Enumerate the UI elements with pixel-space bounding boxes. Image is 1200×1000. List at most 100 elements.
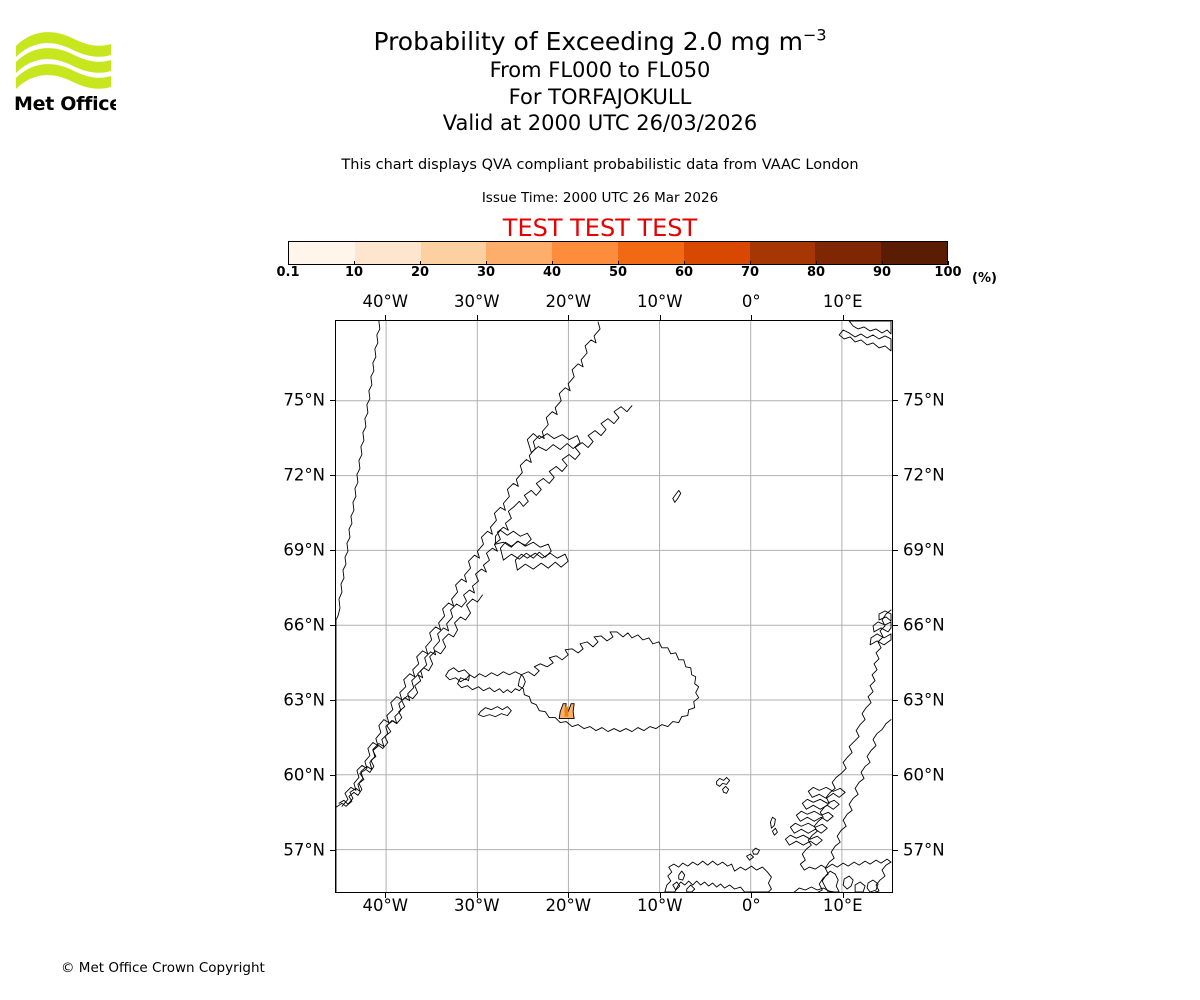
colorbar-tickmark — [420, 261, 421, 265]
lat-label-left-69°N: 69°N — [283, 540, 325, 560]
tickmark-lat-right — [893, 475, 898, 477]
met-office-logo: Met Office — [12, 22, 116, 114]
colorbar-tick-80: 80 — [806, 265, 826, 280]
colorbar-tickmark — [552, 261, 553, 265]
page-title-text: Probability of Exceeding 2.0 mg m — [373, 27, 803, 56]
tickmark-lat-right — [893, 400, 898, 402]
test-banner: TEST TEST TEST — [502, 214, 698, 242]
lon-label-bottom-30°W: 30°W — [454, 896, 500, 915]
tickmark-lat-left — [330, 625, 335, 627]
map-gridlines — [336, 321, 892, 892]
copyright-footer: © Met Office Crown Copyright — [61, 960, 265, 976]
tickmark-lat-left — [330, 475, 335, 477]
lon-label-top-10°E: 10°E — [822, 292, 863, 311]
map-panel[interactable] — [335, 320, 893, 893]
tickmark-lon-bottom — [751, 893, 753, 898]
colorbar-tick-40: 40 — [542, 265, 562, 280]
lat-label-right-60°N: 60°N — [903, 765, 945, 785]
ash-plume-contour — [558, 703, 575, 720]
colorbar-tick-90: 90 — [872, 265, 892, 280]
tickmark-lat-right — [893, 850, 898, 852]
colorbar-tick-50: 50 — [608, 265, 628, 280]
tickmark-lat-right — [893, 625, 898, 627]
colorbar-tick-30: 30 — [476, 265, 496, 280]
lat-label-right-63°N: 63°N — [903, 690, 945, 710]
colorbar-segment-70-80 — [749, 242, 816, 264]
lon-label-top-40°W: 40°W — [362, 292, 409, 311]
lat-label-left-63°N: 63°N — [283, 690, 325, 710]
lat-label-right-66°N: 66°N — [903, 615, 945, 635]
colorbar-tick-labels: 0.1 10 20 30 40 50 60 70 80 90 100 — [276, 261, 962, 285]
issue-time-label: Issue Time: 2000 UTC 26 Mar 2026 — [481, 190, 719, 206]
tickmark-lon-bottom — [476, 893, 478, 898]
met-office-logo-text: Met Office — [14, 93, 116, 114]
lon-label-top-0°: 0° — [741, 292, 761, 311]
colorbar-tickmark — [882, 261, 883, 265]
met-office-logo-graphic: Met Office — [14, 32, 116, 114]
tickmark-lon-top — [385, 315, 387, 320]
tickmark-lat-left — [330, 775, 335, 777]
colorbar-tickmark — [816, 261, 817, 265]
tickmark-lon-top — [476, 315, 478, 320]
colorbar-segment-50-60 — [617, 242, 684, 264]
tickmark-lon-top — [568, 315, 570, 320]
colorbar-tick-100: 100 — [934, 265, 962, 280]
colorbar-tick-70: 70 — [740, 265, 760, 280]
tickmark-lat-left — [330, 850, 335, 852]
colorbar-tickmark — [750, 261, 751, 265]
colorbar-tick-0.1: 0.1 — [276, 265, 300, 280]
colorbar-segment-80-90 — [815, 242, 882, 264]
colorbar-tick-10: 10 — [344, 265, 364, 280]
colorbar-segment-20-30 — [420, 242, 487, 264]
colorbar-tickmark — [618, 261, 619, 265]
tickmark-lat-left — [330, 400, 335, 402]
tickmark-lat-left — [330, 550, 335, 552]
tickmark-lon-bottom — [842, 893, 844, 898]
colorbar-tickmark — [684, 261, 685, 265]
lon-label-bottom-40°W: 40°W — [362, 896, 409, 915]
qva-compliance-note: This chart displays QVA compliant probab… — [341, 157, 859, 173]
colorbar-unit-label: (%) — [972, 271, 997, 286]
tickmark-lon-bottom — [659, 893, 661, 898]
colorbar-tickmark — [948, 261, 949, 265]
lon-label-bottom-10°E: 10°E — [822, 896, 863, 915]
lon-label-bottom-0°: 0° — [741, 896, 761, 915]
tickmark-lat-left — [330, 700, 335, 702]
tickmark-lon-bottom — [568, 893, 570, 898]
colorbar-tickmark — [288, 261, 289, 265]
tickmark-lat-right — [893, 700, 898, 702]
tickmark-lat-right — [893, 550, 898, 552]
lat-label-right-72°N: 72°N — [903, 465, 945, 485]
map-coastlines — [336, 321, 892, 892]
tickmark-lat-right — [893, 775, 898, 777]
lat-label-right-75°N: 75°N — [903, 390, 945, 410]
lat-label-right-69°N: 69°N — [903, 540, 945, 560]
colorbar-segment-40-50 — [552, 242, 618, 264]
lon-label-bottom-10°W: 10°W — [636, 896, 683, 915]
map-canvas[interactable] — [336, 321, 892, 892]
tickmark-lon-top — [659, 315, 661, 320]
colorbar-segment-10-20 — [354, 242, 421, 264]
lat-label-right-57°N: 57°N — [903, 840, 945, 860]
colorbar-tick-20: 20 — [410, 265, 430, 280]
logo-waves-icon — [16, 32, 111, 89]
subtitle-valid-time: Valid at 2000 UTC 26/03/2026 — [442, 111, 758, 135]
page-title: Probability of Exceeding 2.0 mg m−3 — [0, 26, 1200, 57]
lat-label-left-75°N: 75°N — [283, 390, 325, 410]
lat-label-left-72°N: 72°N — [283, 465, 325, 485]
tickmark-lon-top — [842, 315, 844, 320]
subtitle-volcano: For TORFAJOKULL — [508, 84, 692, 109]
chart-title-block: Probability of Exceeding 2.0 mg m−3 From… — [0, 26, 1200, 137]
colorbar-segment-0.1-10 — [289, 242, 355, 264]
colorbar-tick-60: 60 — [674, 265, 694, 280]
lat-label-left-57°N: 57°N — [283, 840, 325, 860]
colorbar-segment-60-70 — [683, 242, 750, 264]
colorbar-tickmark — [486, 261, 487, 265]
lon-label-top-20°W: 20°W — [545, 292, 592, 311]
lon-label-top-10°W: 10°W — [636, 292, 683, 311]
tickmark-lon-bottom — [385, 893, 387, 898]
colorbar-segment-30-40 — [486, 242, 553, 264]
colorbar-segment-90-100 — [881, 242, 947, 264]
lon-label-top-30°W: 30°W — [454, 292, 500, 311]
lat-label-left-60°N: 60°N — [283, 765, 325, 785]
